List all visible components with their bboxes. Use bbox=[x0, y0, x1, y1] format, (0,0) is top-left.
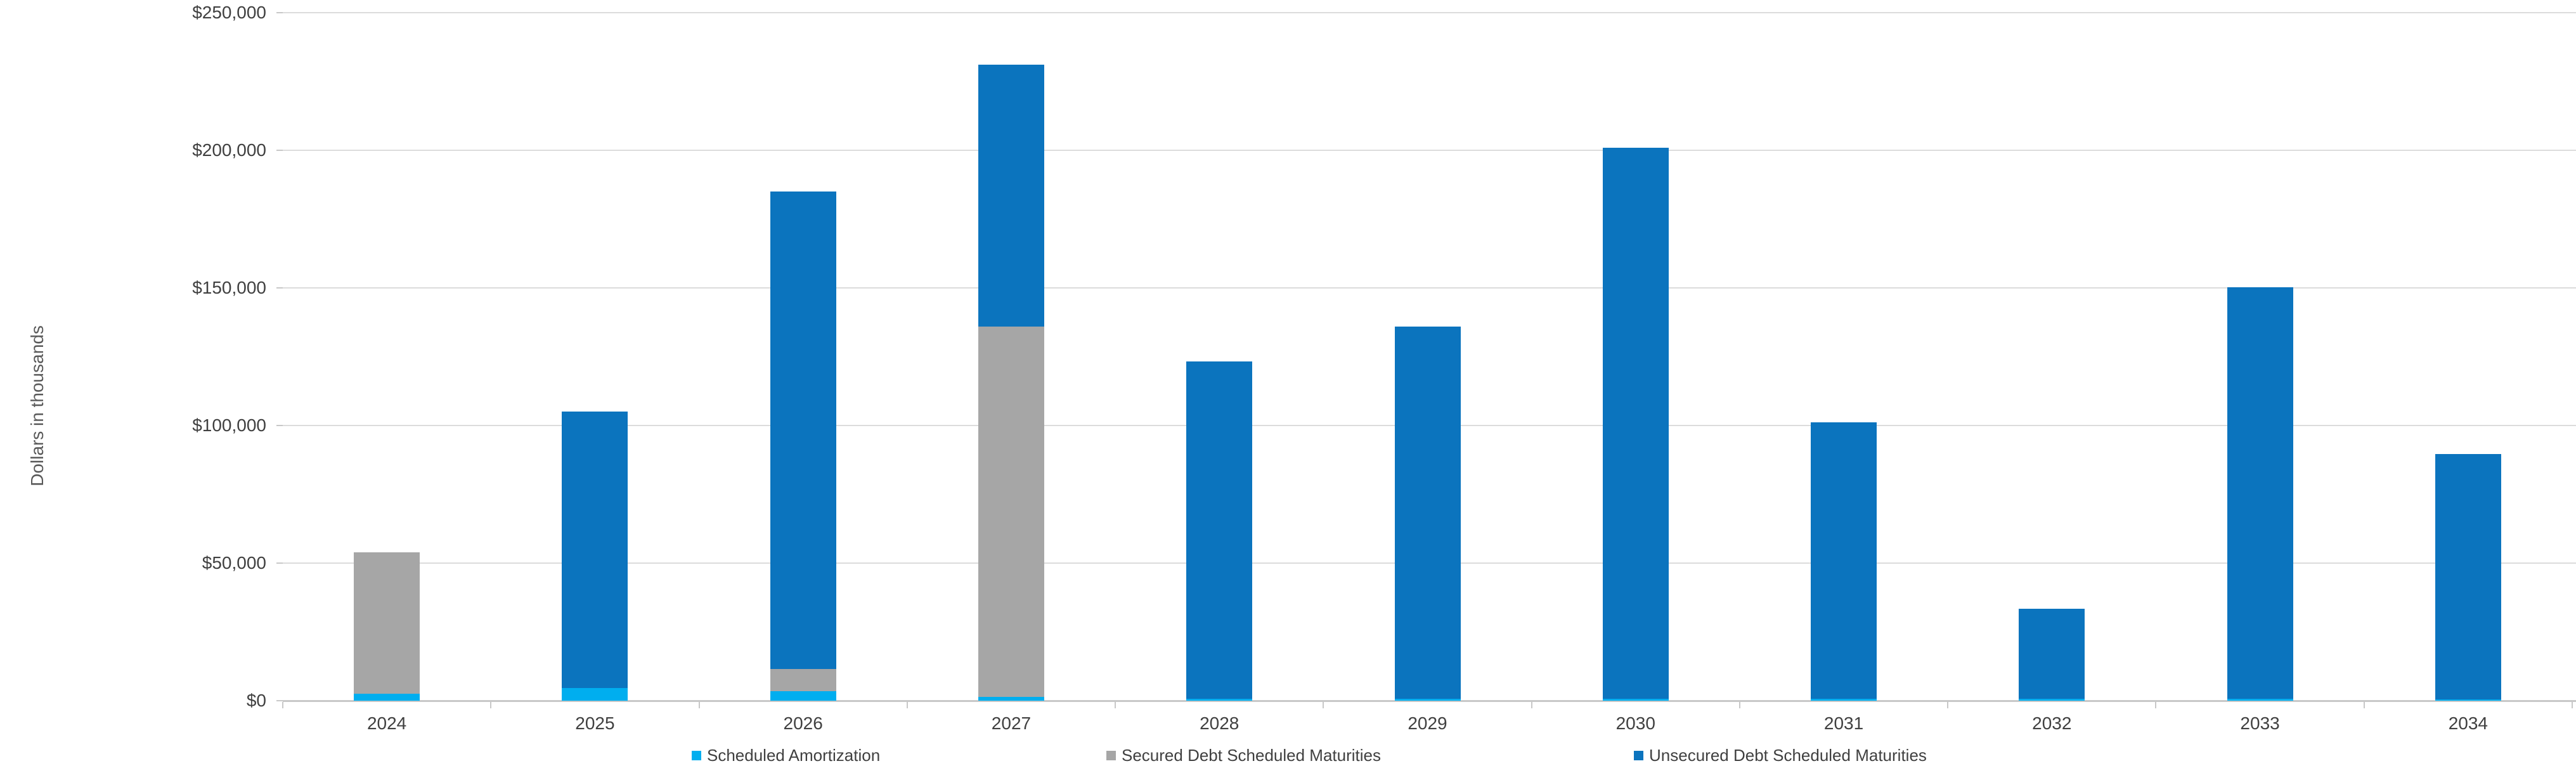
gridline bbox=[283, 12, 2576, 13]
bar-segment-2024 bbox=[354, 694, 420, 701]
y-axis-tick-label: $200,000 bbox=[192, 140, 266, 160]
bar-segment-2031 bbox=[1811, 422, 1877, 699]
x-axis-tick-mark bbox=[1323, 702, 1324, 708]
legend-swatch-icon bbox=[1634, 750, 1643, 760]
legend-swatch-icon bbox=[692, 750, 701, 760]
legend-item: Secured Debt Scheduled Maturities bbox=[1106, 744, 1381, 766]
x-axis-tick-mark bbox=[2572, 702, 2573, 708]
bar-segment-2026 bbox=[770, 669, 836, 691]
bar-segment-2030 bbox=[1602, 147, 1669, 699]
legend-swatch-icon bbox=[1106, 750, 1116, 760]
y-axis-tick-mark bbox=[276, 700, 283, 701]
x-axis-tick-label: 2031 bbox=[1823, 713, 1864, 733]
bar-segment-2028 bbox=[1186, 698, 1253, 701]
legend-label: Secured Debt Scheduled Maturities bbox=[1122, 745, 1382, 765]
bar-segment-2034 bbox=[2435, 699, 2501, 701]
x-axis-tick-label: 2034 bbox=[2448, 713, 2488, 733]
bar-segment-2033 bbox=[2227, 287, 2293, 699]
x-axis-tick-mark bbox=[1738, 702, 1740, 708]
x-axis-tick-label: 2027 bbox=[991, 713, 1032, 733]
x-axis-tick-label: 2025 bbox=[575, 713, 615, 733]
y-axis-tick-label: $50,000 bbox=[202, 553, 266, 573]
x-axis-tick-label: 2030 bbox=[1615, 713, 1655, 733]
bar-segment-2024 bbox=[354, 552, 420, 694]
x-axis-tick-mark bbox=[2155, 702, 2157, 708]
legend-label: Unsecured Debt Scheduled Maturities bbox=[1649, 745, 1927, 765]
y-axis-tick-mark bbox=[276, 562, 283, 564]
bar-segment-2026 bbox=[770, 192, 836, 670]
gridline bbox=[283, 150, 2576, 151]
x-axis-tick-mark bbox=[490, 702, 492, 708]
x-axis-tick-label: 2033 bbox=[2240, 713, 2280, 733]
bar-segment-2028 bbox=[1186, 361, 1253, 699]
x-axis-tick-mark bbox=[2363, 702, 2365, 708]
bar-segment-2027 bbox=[978, 326, 1044, 697]
x-axis-tick-label: 2028 bbox=[1200, 713, 1239, 733]
x-axis-tick-mark bbox=[698, 702, 700, 708]
x-axis-tick-label: 2024 bbox=[366, 713, 407, 733]
y-axis-tick-mark bbox=[276, 150, 283, 151]
legend-item: Unsecured Debt Scheduled Maturities bbox=[1634, 744, 1927, 766]
x-axis-tick-mark bbox=[1531, 702, 1532, 708]
x-axis-tick-label: 2029 bbox=[1408, 713, 1447, 733]
bar-segment-2033 bbox=[2227, 698, 2293, 701]
legend-label: Scheduled Amortization bbox=[707, 745, 881, 765]
y-axis-tick-label: $100,000 bbox=[192, 415, 266, 435]
y-axis-title: Dollars in thousands bbox=[27, 325, 47, 486]
y-axis-tick-label: $0 bbox=[246, 691, 266, 710]
bar-segment-2027 bbox=[978, 696, 1044, 701]
bar-segment-2027 bbox=[978, 65, 1044, 327]
y-axis-tick-label: $250,000 bbox=[192, 3, 266, 22]
y-axis-tick-label: $150,000 bbox=[192, 278, 266, 297]
x-axis-tick-mark bbox=[1947, 702, 1949, 708]
x-axis-tick-mark bbox=[282, 702, 283, 708]
gridline bbox=[283, 287, 2576, 289]
x-axis-tick-mark bbox=[1115, 702, 1116, 708]
bar-segment-2034 bbox=[2435, 453, 2501, 699]
bar-segment-2025 bbox=[562, 412, 628, 689]
x-axis-line bbox=[283, 700, 2576, 702]
bar-segment-2030 bbox=[1602, 698, 1669, 701]
bar-segment-2029 bbox=[1394, 326, 1461, 699]
bar-segment-2032 bbox=[2019, 608, 2085, 699]
bar-segment-2026 bbox=[770, 691, 836, 701]
y-axis-tick-mark bbox=[276, 287, 283, 289]
bar-segment-2032 bbox=[2019, 698, 2085, 701]
legend-item: Scheduled Amortization bbox=[692, 744, 880, 766]
y-axis-tick-mark bbox=[276, 425, 283, 426]
x-axis-tick-label: 2026 bbox=[783, 713, 823, 733]
x-axis-tick-label: 2032 bbox=[2032, 713, 2072, 733]
x-axis-tick-mark bbox=[906, 702, 908, 708]
bar-segment-2025 bbox=[562, 688, 628, 701]
y-axis-tick-mark bbox=[276, 12, 283, 13]
bar-segment-2031 bbox=[1811, 698, 1877, 701]
bar-segment-2029 bbox=[1394, 698, 1461, 701]
